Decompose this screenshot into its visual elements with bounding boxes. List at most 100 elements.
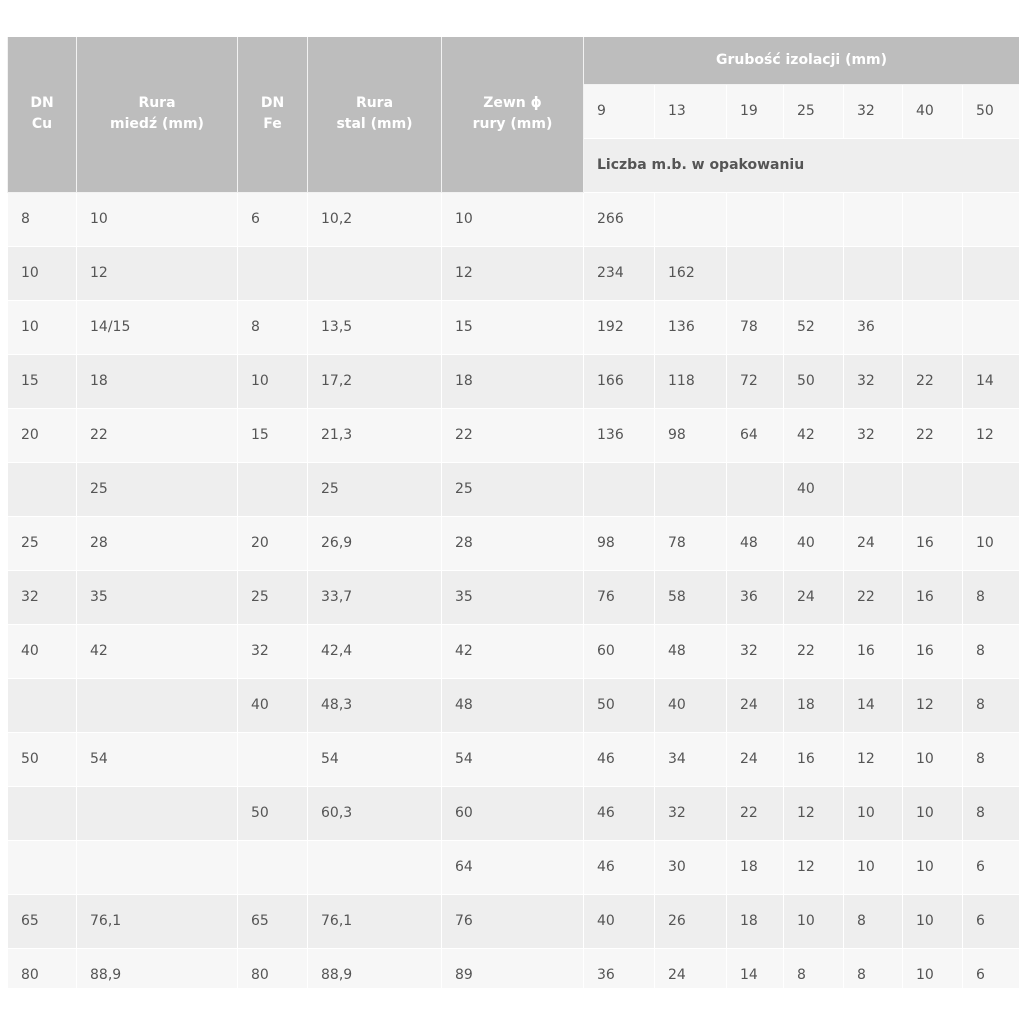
table-cell: 10 (961, 515, 1019, 571)
table-cell: 18 (441, 353, 584, 409)
insulation-table: DN Cu Rura miedź (mm) DN Fe Rura stal (mm) Z… (7, 37, 1019, 988)
table-cell: 40 (7, 623, 77, 679)
table-cell: 40 (783, 461, 844, 517)
table-cell: 76 (441, 893, 584, 949)
table-cell: 14 (843, 677, 903, 733)
table-cell: 24 (783, 569, 844, 625)
table-cell: 14 (961, 353, 1019, 409)
table-cell: 6 (961, 839, 1019, 895)
table-cell: 42 (76, 623, 238, 679)
table-cell: 72 (726, 353, 784, 409)
table-cell: 22 (726, 785, 784, 841)
table-cell (7, 677, 77, 733)
table-cell: 8 (843, 893, 903, 949)
table-cell (583, 461, 655, 517)
table-cell (843, 461, 903, 517)
table-cell (76, 839, 238, 895)
table-cell (307, 245, 442, 301)
table-row: 15 18 10 17,2 18 166 118 72 50 32 22 14 (7, 353, 1019, 409)
table-cell: 46 (583, 839, 655, 895)
table-cell: 25 (76, 461, 238, 517)
table-cell: 88,9 (307, 947, 442, 988)
table-cell (902, 245, 963, 301)
table-cell: 22 (902, 353, 963, 409)
table-cell (237, 731, 308, 787)
thickness-header: 19 (726, 83, 784, 139)
table-cell: 22 (76, 407, 238, 463)
table-cell: 22 (843, 569, 903, 625)
table-cell (961, 245, 1019, 301)
table-cell: 65 (237, 893, 308, 949)
table-cell: 10 (7, 245, 77, 301)
table-cell: 20 (7, 407, 77, 463)
table-cell: 78 (654, 515, 727, 571)
table-cell: 8 (783, 947, 844, 988)
table-cell: 10 (237, 353, 308, 409)
table-cell: 12 (76, 245, 238, 301)
table-cell: 98 (583, 515, 655, 571)
thickness-header: 9 (583, 83, 655, 139)
table-cell (237, 245, 308, 301)
header-dn-fe: DN Fe (237, 37, 308, 193)
table-cell: 42 (441, 623, 584, 679)
table-cell: 42,4 (307, 623, 442, 679)
table-cell: 33,7 (307, 569, 442, 625)
table-cell (654, 191, 727, 247)
table-cell (961, 461, 1019, 517)
table-cell: 10 (902, 785, 963, 841)
table-cell (726, 461, 784, 517)
header-rura-miedz: Rura miedź (mm) (76, 37, 238, 193)
table-cell: 24 (654, 947, 727, 988)
table-row: 10 14/15 8 13,5 15 192 136 78 52 36 (7, 299, 1019, 355)
table-cell: 89 (441, 947, 584, 988)
table-cell (7, 461, 77, 517)
table-cell: 50 (237, 785, 308, 841)
table-cell: 15 (237, 407, 308, 463)
table-cell: 36 (583, 947, 655, 988)
table-cell: 16 (843, 623, 903, 679)
header-grubosc: Grubość izolacji (mm) (582, 37, 1019, 85)
table-cell: 6 (961, 893, 1019, 949)
table-cell: 46 (583, 731, 655, 787)
table-cell: 32 (843, 353, 903, 409)
table-cell: 48 (441, 677, 584, 733)
table-cell: 50 (583, 677, 655, 733)
table-cell: 10,2 (307, 191, 442, 247)
table-cell: 32 (843, 407, 903, 463)
table-cell: 40 (237, 677, 308, 733)
table-row: 50 60,3 60 46 32 22 12 10 10 8 (7, 785, 1019, 841)
table-cell: 28 (441, 515, 584, 571)
table-cell (7, 839, 77, 895)
table-cell (726, 245, 784, 301)
table-cell: 21,3 (307, 407, 442, 463)
table-cell: 76,1 (307, 893, 442, 949)
table-cell: 166 (583, 353, 655, 409)
table-row: 20 22 15 21,3 22 136 98 64 42 32 22 12 (7, 407, 1019, 463)
header-line: DN (30, 95, 54, 112)
table-cell: 16 (902, 515, 963, 571)
table-cell: 6 (961, 947, 1019, 988)
table-cell: 15 (441, 299, 584, 355)
header-line: miedź (mm) (110, 116, 204, 133)
table-cell: 40 (783, 515, 844, 571)
table-cell: 12 (843, 731, 903, 787)
table-cell: 18 (783, 677, 844, 733)
table-cell: 36 (843, 299, 903, 355)
table-cell (7, 785, 77, 841)
table-cell: 64 (441, 839, 584, 895)
table-cell: 60,3 (307, 785, 442, 841)
table-cell: 60 (441, 785, 584, 841)
table-cell: 22 (902, 407, 963, 463)
table-cell: 17,2 (307, 353, 442, 409)
table-cell: 162 (654, 245, 727, 301)
table-cell: 16 (902, 569, 963, 625)
table-cell: 52 (783, 299, 844, 355)
table-cell (843, 245, 903, 301)
table-cell: 10 (441, 191, 584, 247)
table-cell: 25 (7, 515, 77, 571)
table-cell: 60 (583, 623, 655, 679)
table-cell: 48,3 (307, 677, 442, 733)
table-cell: 234 (583, 245, 655, 301)
table-cell: 24 (843, 515, 903, 571)
table-cell: 76 (583, 569, 655, 625)
